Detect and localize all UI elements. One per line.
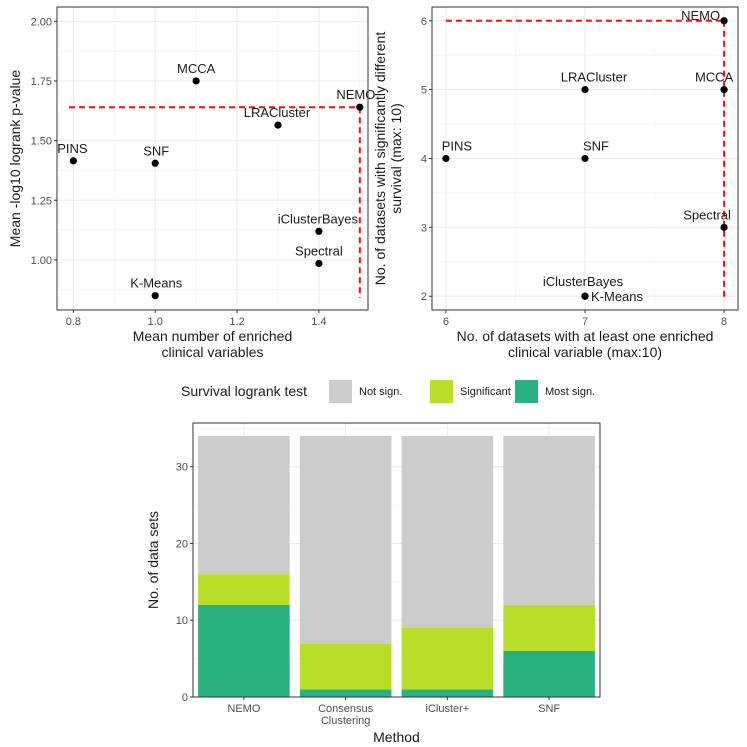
x-tick-label: 6 — [443, 316, 449, 328]
x-tick-label: 7 — [582, 316, 588, 328]
y-tick-label: 6 — [421, 16, 427, 28]
bar-segment — [299, 643, 392, 690]
x-tick-label: 8 — [721, 316, 727, 328]
data-point — [581, 86, 589, 94]
legend-swatch — [515, 380, 538, 403]
point-label: LRACluster — [561, 70, 628, 85]
point-label: Spectral — [295, 243, 343, 258]
data-point — [274, 121, 282, 129]
legend-label: Not sign. — [359, 386, 402, 398]
x-tick-label: NEMO — [227, 703, 260, 715]
legend-label: Significant — [460, 386, 511, 398]
bar-segment — [198, 574, 290, 605]
y-tick-label: 2.00 — [31, 16, 52, 28]
legend-title: Survival logrank test — [181, 383, 307, 399]
y-axis-title: No. of data sets — [145, 511, 161, 609]
x-tick-label: iCluster+ — [426, 703, 470, 715]
bar-segment — [198, 604, 290, 697]
data-point — [720, 17, 728, 25]
x-tick-label: 0.8 — [66, 316, 81, 328]
point-label: SNF — [583, 139, 609, 154]
data-point — [192, 77, 200, 85]
y-tick-label: 5 — [421, 85, 427, 97]
point-label: NEMO — [681, 8, 720, 23]
x-tick-label: 1.0 — [148, 316, 163, 328]
data-point — [720, 223, 728, 231]
data-point — [442, 154, 450, 163]
point-label: MCCA — [177, 61, 216, 76]
y-tick-label: 3 — [421, 222, 427, 234]
y-tick-label: 10 — [176, 615, 188, 627]
point-label: Spectral — [683, 207, 731, 222]
data-point — [581, 154, 589, 163]
bar-segment — [503, 604, 595, 651]
x-tick-label: 1.2 — [229, 316, 244, 328]
scatter-plot-datasets: 6 7 8 2 3 4 5 6 PINS SNF LRACluster iClusterBayesK-… — [372, 6, 739, 360]
data-point — [151, 159, 159, 167]
x-tick-label: Consensus Clustering — [318, 703, 374, 727]
data-point — [315, 259, 323, 268]
y-tick-label: 20 — [176, 538, 188, 550]
panel-border — [431, 6, 739, 311]
point-label: K-Means — [130, 276, 183, 291]
y-tick-label: 4 — [421, 154, 427, 166]
bar-segment — [198, 436, 290, 575]
x-axis-title: Mean number of enriched clinical variable… — [133, 328, 293, 360]
data-point — [581, 292, 589, 300]
bar-segment — [401, 689, 494, 697]
point-label: iClusterBayes — [543, 274, 624, 289]
legend-label: Most sign. — [545, 386, 595, 398]
x-axis-title: No. of datasets with at least one enrich… — [457, 328, 714, 360]
bar-segment — [503, 650, 595, 697]
data-point — [151, 292, 159, 300]
legend-swatch — [329, 380, 352, 403]
y-tick-label: 2 — [421, 291, 427, 303]
y-tick-label: 1.25 — [31, 195, 52, 207]
stacked-bar-chart: 0 10 20 30 NEMO Consensus Clustering iCluster+ S… — [145, 422, 601, 745]
y-axis-title: Mean -log10 logrank p-value — [7, 70, 23, 248]
bar-segment — [299, 436, 392, 644]
data-point — [356, 103, 364, 111]
x-axis-title: Method — [373, 729, 420, 745]
point-label: PINS — [442, 139, 473, 154]
data-point — [720, 86, 728, 94]
y-tick-label: 1.00 — [31, 255, 52, 267]
bar-segment — [401, 436, 494, 628]
point-label: NEMO — [336, 87, 375, 102]
data-point — [69, 157, 77, 165]
legend-swatch — [430, 380, 453, 403]
bar-segment — [401, 627, 494, 690]
point-label: LRACluster — [244, 105, 311, 120]
scatter-plot-enriched-vs-pvalue: 0.8 1.0 1.2 1.4 1.00 1.25 1.50 1.75 2.00 PINS SNF M… — [7, 6, 375, 360]
data-point — [315, 227, 323, 235]
bar-segment — [503, 436, 595, 605]
y-tick-label: 1.75 — [31, 76, 52, 88]
x-tick-label: 1.4 — [311, 316, 326, 328]
panel-border — [56, 6, 369, 311]
bar-segment — [299, 689, 392, 697]
point-label: K-Means — [591, 289, 644, 304]
point-label: MCCA — [695, 70, 734, 85]
y-axis-title: No. of datasets with significantly diffe… — [372, 32, 404, 286]
point-label: PINS — [57, 141, 88, 156]
panel-border — [192, 422, 601, 698]
x-tick-label: SNF — [538, 703, 560, 715]
point-label: iClusterBayes — [278, 211, 359, 226]
point-label: SNF — [143, 143, 169, 158]
y-tick-label: 30 — [176, 462, 188, 474]
y-tick-label: 1.50 — [31, 136, 52, 148]
y-tick-label: 0 — [182, 692, 188, 704]
legend: Survival logrank test Not sign. Significan… — [181, 380, 595, 403]
